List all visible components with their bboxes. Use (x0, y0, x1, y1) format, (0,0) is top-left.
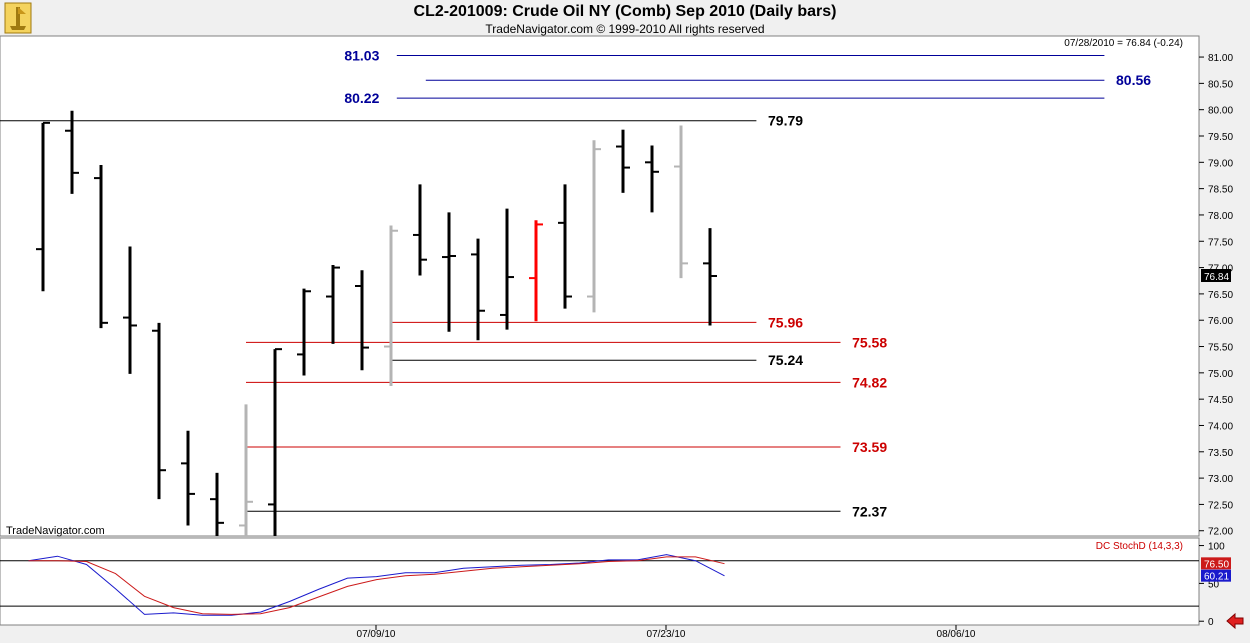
level-label: 74.82 (852, 374, 887, 390)
price-tick-label: 80.50 (1208, 79, 1233, 90)
price-tick-label: 76.00 (1208, 316, 1233, 327)
quote-readout: 07/28/2010 = 76.84 (-0.24) (1064, 38, 1183, 49)
level-label: 80.56 (1116, 72, 1151, 88)
watermark: TradeNavigator.com (6, 525, 105, 537)
level-label: 80.22 (344, 90, 379, 106)
date-axis: 07/09/10 07/23/10 08/06/10 (357, 625, 976, 640)
price-tick-label: 80.00 (1208, 106, 1233, 117)
price-levels: 81.03 80.56 80.22 79.79 75.96 75.58 75.24 74.82… (0, 47, 1151, 519)
price-tick-label: 79.50 (1208, 132, 1233, 143)
stoch-tick-label: 100 (1208, 542, 1225, 553)
price-axis: 72.00 72.50 73.00 73.50 74.00 74.50 75.00 75.50… (1199, 53, 1233, 538)
stoch-value-tag-k (1201, 569, 1231, 582)
price-tick-label: 72.50 (1208, 500, 1233, 511)
level-label: 81.03 (344, 47, 379, 63)
last-price-tag-label: 76.84 (1204, 272, 1229, 283)
price-tick-label: 73.00 (1208, 474, 1233, 485)
price-tick-label: 74.50 (1208, 395, 1233, 406)
left-arrow-icon[interactable] (1226, 613, 1244, 629)
price-tick-label: 75.00 (1208, 369, 1233, 380)
level-label: 75.24 (768, 352, 803, 368)
stoch-tick-label: 0 (1208, 617, 1214, 628)
stoch-title: DC StochD (14,3,3) (1096, 541, 1183, 552)
price-tick-label: 79.00 (1208, 158, 1233, 169)
level-label: 75.96 (768, 314, 803, 330)
price-bars (36, 110, 717, 536)
level-label: 75.58 (852, 334, 887, 350)
stochastic-panel: 100 50 0 76.50 60.21 (0, 542, 1231, 628)
trade-navigator-logo-icon (4, 2, 32, 34)
stoch-value-label-d: 76.50 (1204, 559, 1229, 570)
date-tick-label: 07/09/10 (357, 629, 396, 640)
stoch-line-d (28, 556, 725, 615)
stoch-line-k (28, 554, 725, 616)
level-label: 73.59 (852, 439, 887, 455)
price-tick-label: 74.00 (1208, 421, 1233, 432)
chart-subtitle: TradeNavigator.com © 1999-2010 All right… (485, 22, 765, 36)
level-label: 79.79 (768, 113, 803, 129)
price-tick-label: 76.50 (1208, 290, 1233, 301)
stoch-value-label-k: 60.21 (1204, 572, 1229, 583)
date-tick-label: 08/06/10 (937, 629, 976, 640)
price-tick-label: 72.00 (1208, 527, 1233, 538)
price-tick-label: 78.50 (1208, 185, 1233, 196)
price-tick-label: 75.50 (1208, 343, 1233, 354)
price-tick-label: 77.50 (1208, 237, 1233, 248)
price-tick-label: 73.50 (1208, 448, 1233, 459)
level-label: 72.37 (852, 503, 887, 519)
chart-title: CL2-201009: Crude Oil NY (Comb) Sep 2010… (413, 3, 837, 20)
last-price-tag (1201, 269, 1231, 282)
stoch-value-tag-d (1201, 557, 1231, 570)
date-tick-label: 07/23/10 (647, 629, 686, 640)
price-tick-label: 78.00 (1208, 211, 1233, 222)
price-tick-label: 81.00 (1208, 53, 1233, 64)
stoch-tick-label: 50 (1208, 579, 1220, 590)
